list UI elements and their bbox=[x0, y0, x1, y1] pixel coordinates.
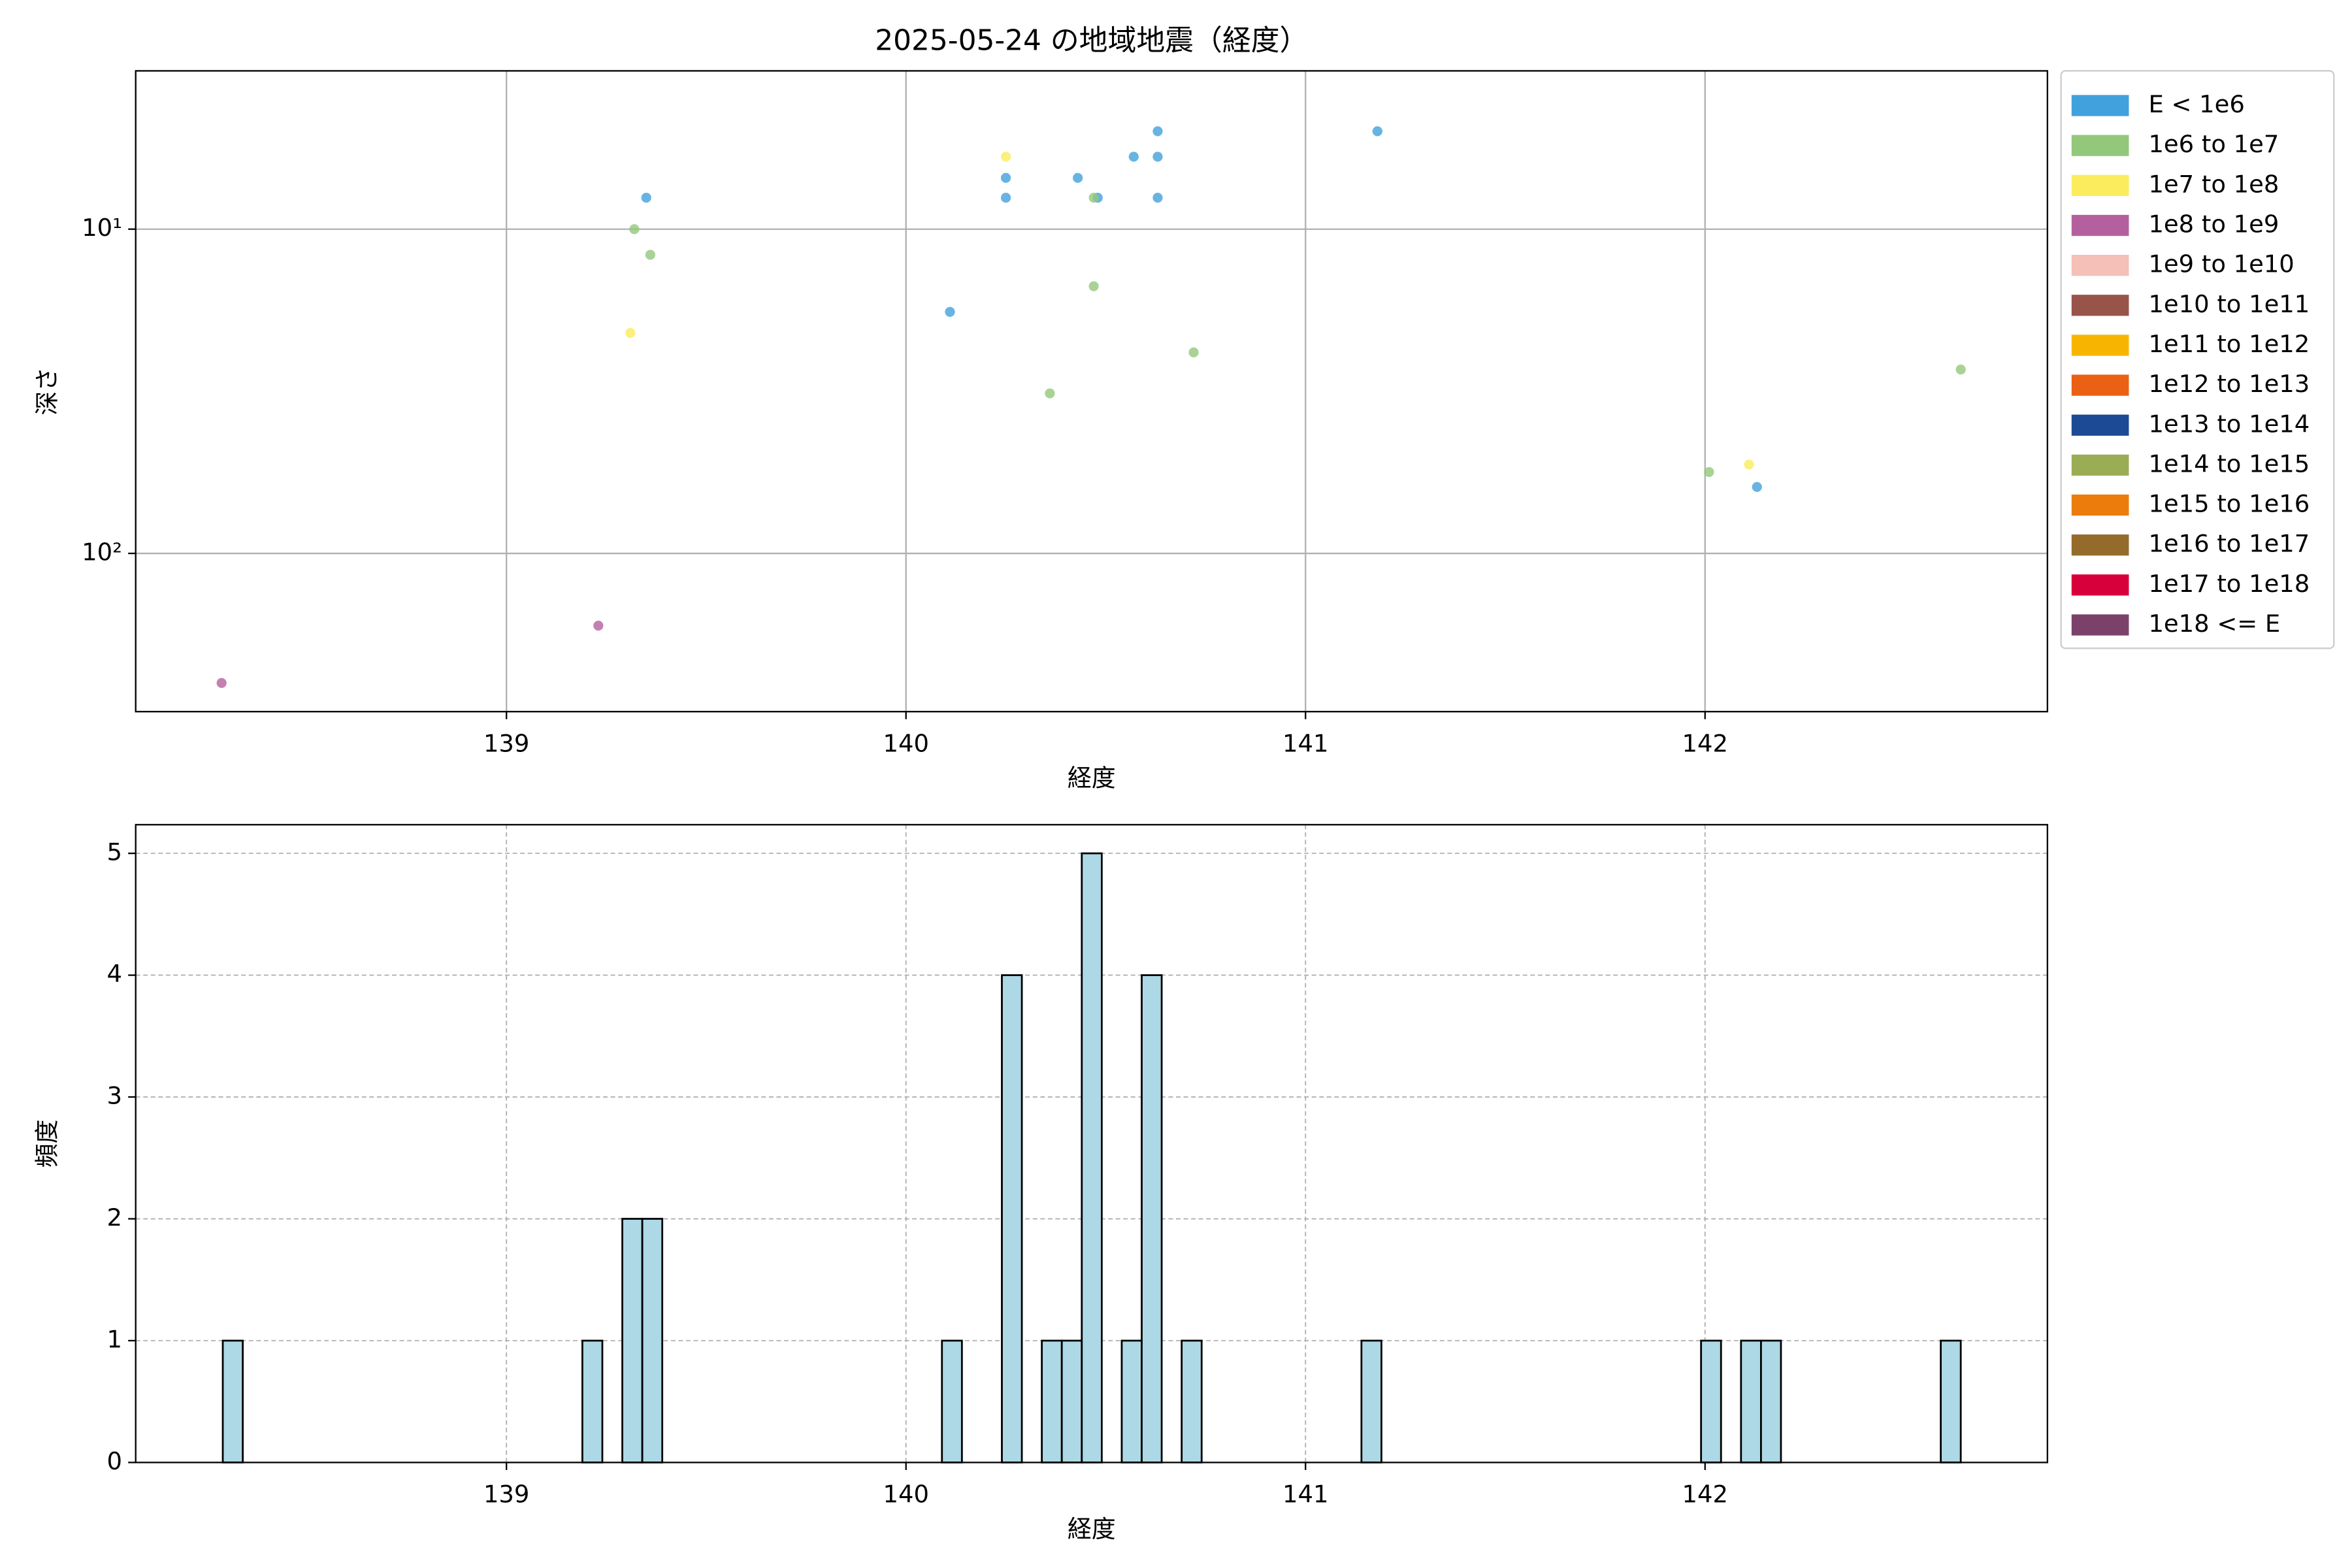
plot-frame bbox=[135, 824, 2048, 1463]
histogram-bar bbox=[641, 1218, 664, 1463]
scatter-point bbox=[1955, 364, 1966, 375]
scatter-point bbox=[1704, 466, 1714, 478]
histogram-bar bbox=[621, 1218, 644, 1463]
histogram-bar bbox=[1120, 1339, 1143, 1463]
legend-label: 1e12 to 1e13 bbox=[2148, 370, 2310, 398]
x-tick-label: 139 bbox=[483, 1480, 529, 1509]
legend-swatch bbox=[2071, 374, 2129, 396]
scatter-point bbox=[1000, 193, 1011, 203]
scatter-point bbox=[1152, 152, 1163, 162]
y-tick-label: 10² bbox=[82, 538, 122, 566]
scatter-point bbox=[1000, 152, 1011, 162]
scatter-point bbox=[645, 250, 655, 260]
histogram-bar bbox=[1001, 974, 1023, 1463]
y-tick-label: 3 bbox=[106, 1082, 122, 1110]
histogram-bar bbox=[581, 1339, 604, 1463]
scatter-point bbox=[1045, 388, 1055, 399]
legend-swatch bbox=[2071, 95, 2129, 116]
scatter-point bbox=[1744, 459, 1754, 470]
legend-swatch bbox=[2071, 135, 2129, 156]
scatter-point bbox=[216, 678, 227, 689]
scatter-point bbox=[1128, 152, 1139, 162]
legend-swatch bbox=[2071, 574, 2129, 596]
chart-title: 2025-05-24 の地域地震（経度） bbox=[875, 24, 1308, 57]
histogram-bar bbox=[941, 1339, 963, 1463]
y-axis-label: 深さ bbox=[33, 367, 61, 416]
scatter-point bbox=[641, 193, 651, 203]
legend-swatch bbox=[2071, 174, 2129, 196]
legend-label: 1e11 to 1e12 bbox=[2148, 330, 2310, 358]
legend-frame bbox=[2060, 70, 2335, 649]
x-tick-label: 141 bbox=[1282, 730, 1328, 758]
y-tick-label: 10¹ bbox=[82, 214, 122, 242]
plot-frame bbox=[135, 70, 2048, 713]
scatter-point bbox=[1073, 172, 1083, 183]
y-tick-label: 2 bbox=[106, 1203, 122, 1232]
histogram-bar bbox=[1740, 1339, 1762, 1463]
legend-swatch bbox=[2071, 614, 2129, 636]
histogram-bar bbox=[1181, 1339, 1203, 1463]
x-tick-label: 140 bbox=[883, 730, 928, 758]
x-tick-label: 142 bbox=[1682, 1480, 1728, 1509]
scatter-point bbox=[1152, 193, 1163, 203]
legend-label: 1e9 to 1e10 bbox=[2148, 250, 2294, 278]
histogram-bar bbox=[1141, 974, 1163, 1463]
legend-label: 1e13 to 1e14 bbox=[2148, 410, 2310, 438]
x-tick-label: 142 bbox=[1682, 730, 1728, 758]
legend-label: 1e7 to 1e8 bbox=[2148, 170, 2279, 198]
histogram-bar bbox=[221, 1339, 244, 1463]
scatter-point bbox=[1152, 126, 1163, 137]
legend-swatch bbox=[2071, 295, 2129, 316]
y-tick-label: 0 bbox=[106, 1447, 122, 1475]
legend-label: 1e17 to 1e18 bbox=[2148, 570, 2310, 598]
x-axis-label: 経度 bbox=[1068, 764, 1116, 792]
scatter-point bbox=[1088, 193, 1099, 203]
scatter-point bbox=[1000, 172, 1011, 183]
histogram-bar bbox=[1700, 1339, 1722, 1463]
histogram-bar bbox=[1081, 852, 1103, 1463]
x-tick-label: 140 bbox=[883, 1480, 928, 1509]
scatter-point bbox=[593, 620, 604, 631]
histogram-bar bbox=[1060, 1339, 1083, 1463]
scatter-point bbox=[1088, 281, 1099, 291]
legend-swatch bbox=[2071, 534, 2129, 556]
histogram-bar bbox=[1940, 1339, 1962, 1463]
histogram-bar bbox=[1360, 1339, 1382, 1463]
scatter-point bbox=[629, 224, 640, 235]
x-tick-label: 141 bbox=[1282, 1480, 1328, 1509]
legend-label: 1e18 <= E bbox=[2148, 610, 2280, 638]
scatter-point bbox=[625, 327, 636, 338]
legend-swatch bbox=[2071, 414, 2129, 436]
x-tick-label: 139 bbox=[483, 730, 529, 758]
legend-swatch bbox=[2071, 454, 2129, 476]
legend-label: 1e6 to 1e7 bbox=[2148, 130, 2279, 158]
histogram-bar bbox=[1041, 1339, 1063, 1463]
legend-label: 1e16 to 1e17 bbox=[2148, 530, 2310, 558]
legend-swatch bbox=[2071, 255, 2129, 276]
legend-swatch bbox=[2071, 335, 2129, 356]
legend-label: 1e8 to 1e9 bbox=[2148, 210, 2279, 238]
y-axis-label: 頻度 bbox=[33, 1119, 61, 1168]
legend-swatch bbox=[2071, 214, 2129, 237]
histogram-bar bbox=[1759, 1339, 1782, 1463]
legend-label: E < 1e6 bbox=[2148, 90, 2244, 118]
y-tick-label: 5 bbox=[106, 838, 122, 866]
legend-swatch bbox=[2071, 494, 2129, 516]
legend-label: 1e15 to 1e16 bbox=[2148, 490, 2310, 518]
y-tick-label: 1 bbox=[106, 1325, 122, 1353]
legend-label: 1e10 to 1e11 bbox=[2148, 290, 2310, 318]
scatter-point bbox=[1188, 347, 1199, 358]
y-tick-label: 4 bbox=[106, 960, 122, 988]
x-axis-label: 経度 bbox=[1068, 1515, 1116, 1543]
scatter-point bbox=[945, 306, 955, 318]
scatter-point bbox=[1752, 482, 1762, 492]
scatter-point bbox=[1372, 126, 1382, 137]
legend-label: 1e14 to 1e15 bbox=[2148, 449, 2310, 478]
